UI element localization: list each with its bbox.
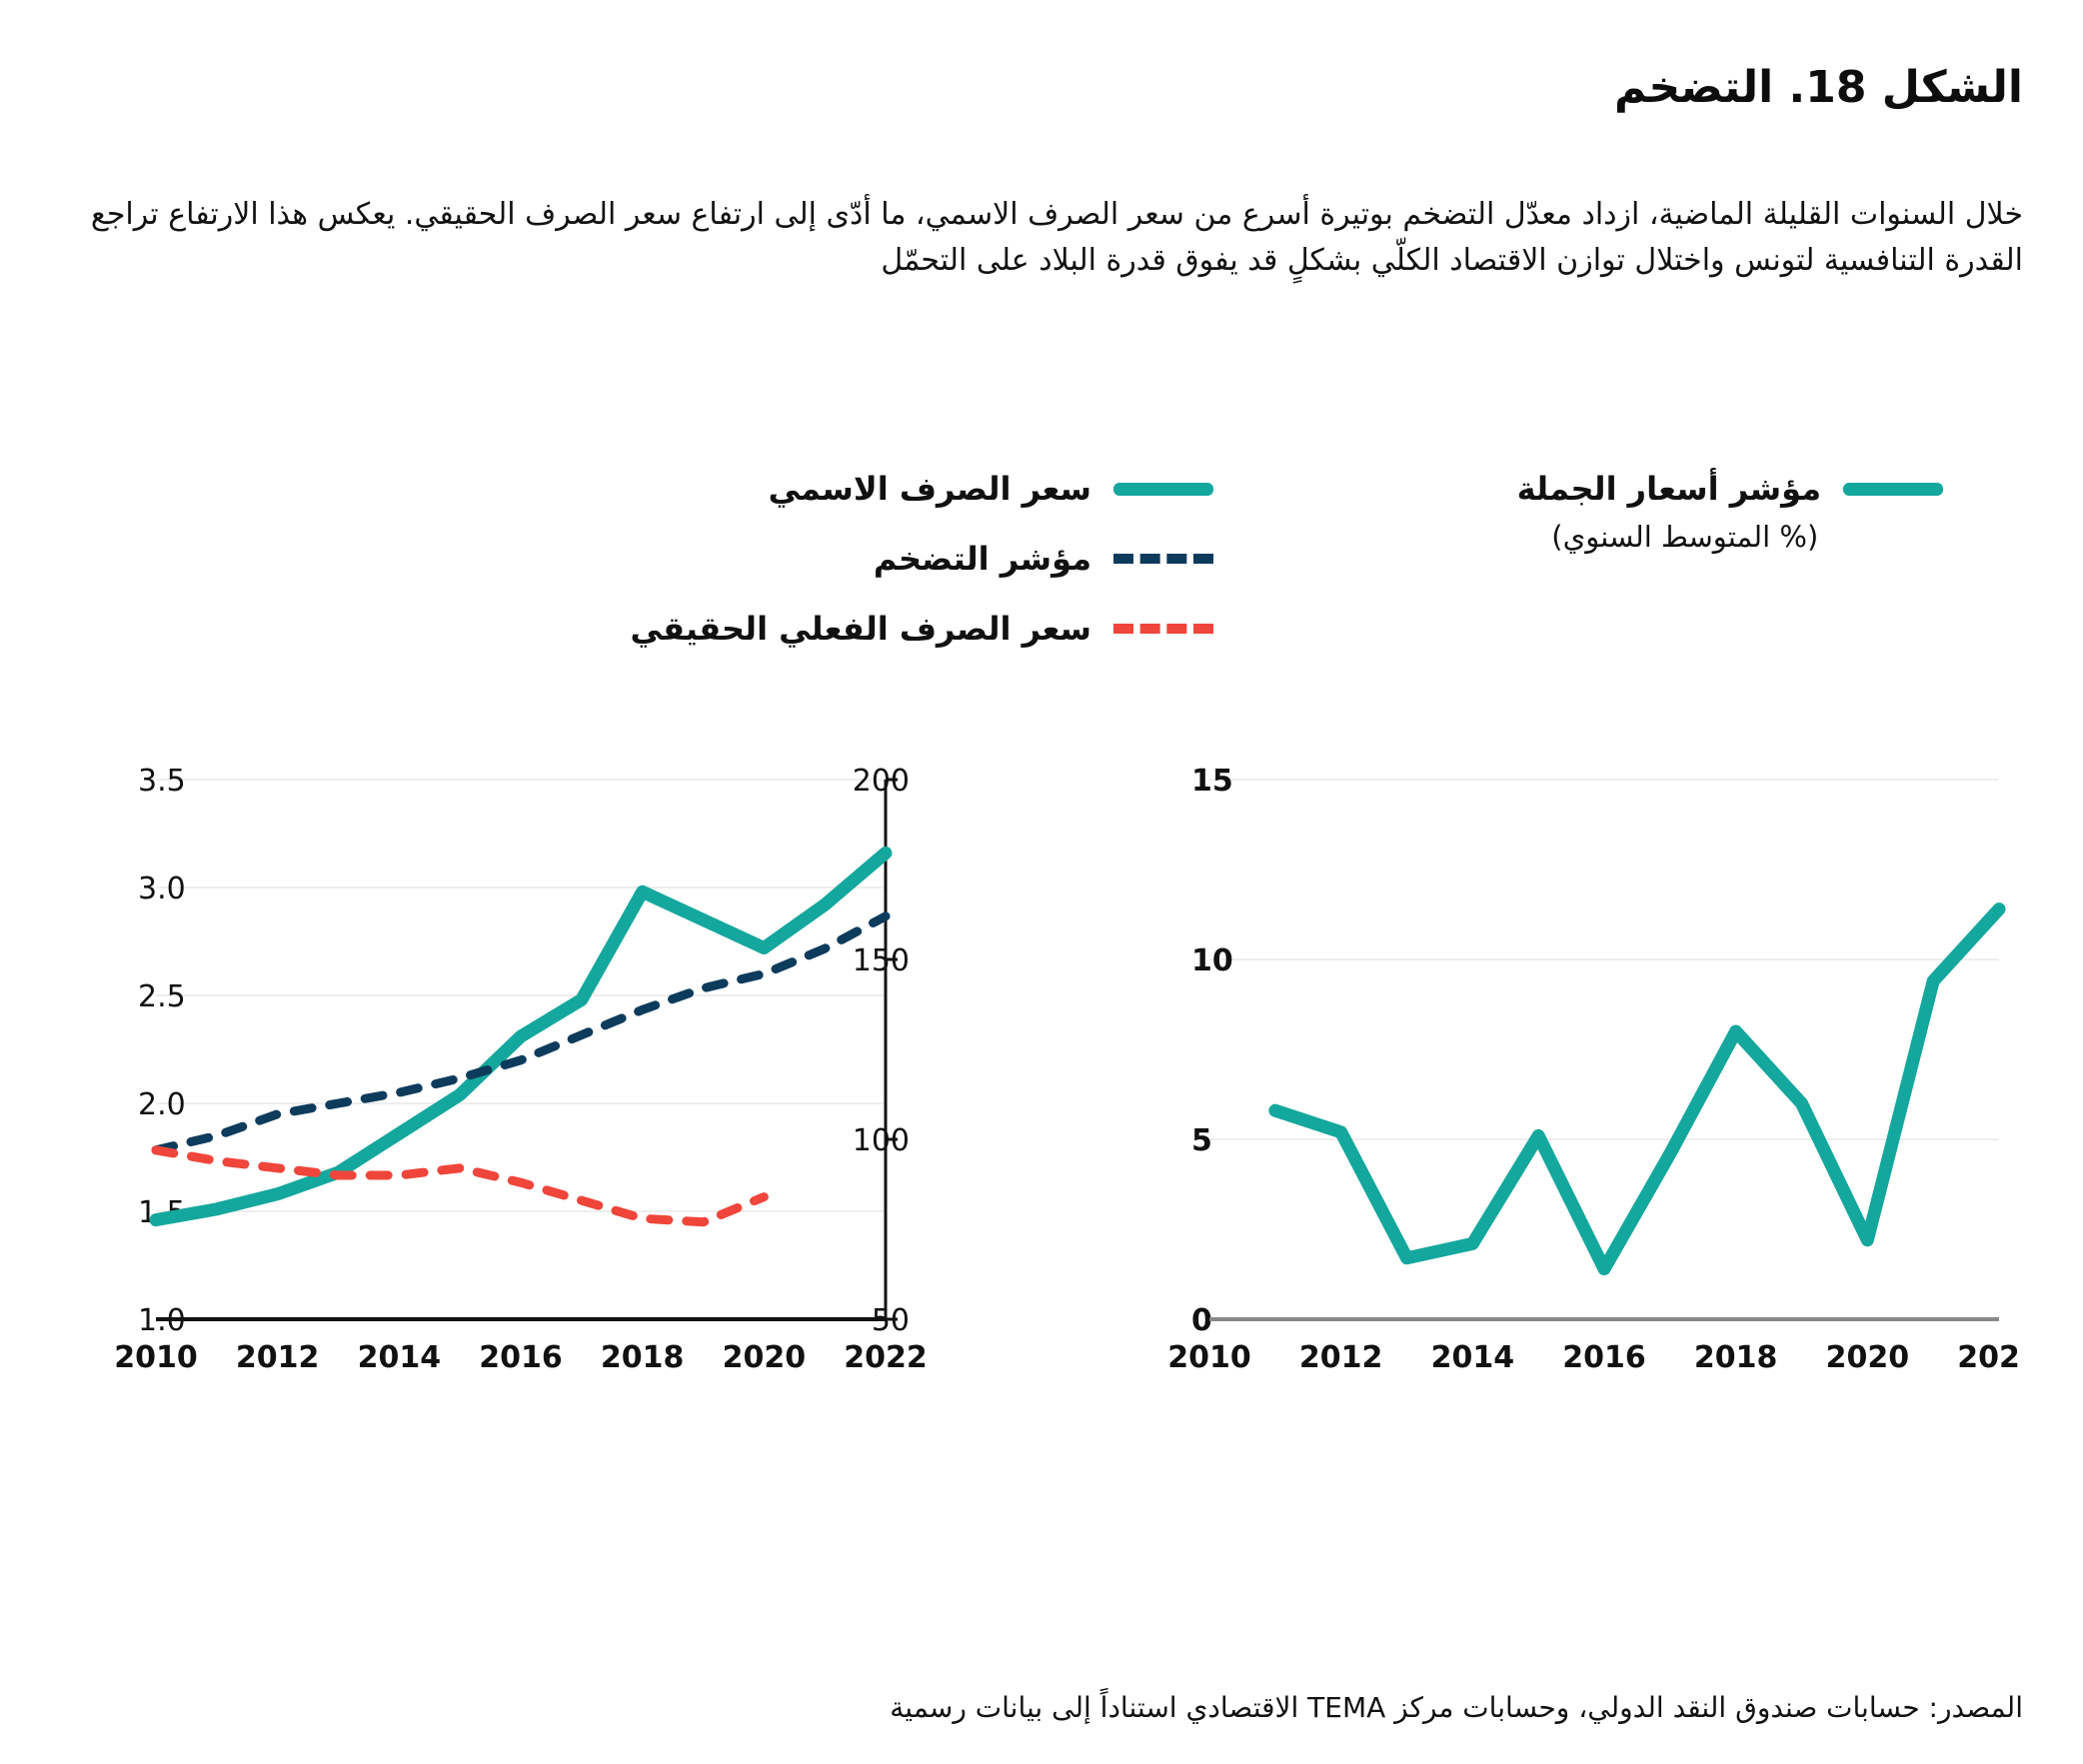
figure-description: خلال السنوات القليلة الماضية، ازداد معدّ… xyxy=(90,197,2023,278)
legend-item-wholesale: مؤشر أسعار الجملة xyxy=(1517,470,1943,508)
series-line-1 xyxy=(151,911,891,1155)
secondary-y-axis-tick-label: 200 xyxy=(853,764,910,799)
x-axis-tick-label: 2012 xyxy=(1299,1340,1383,1375)
legend-wholesale: مؤشر أسعار الجملة (% المتوسط السنوي) xyxy=(1517,470,1943,554)
y-axis-tick-label: 5 xyxy=(1191,1123,1212,1158)
x-axis-tick-label: 2020 xyxy=(723,1340,807,1375)
exchange-rate-chart: 1.0 1.5 2.0 2.5 3.0 3.5 50 100 150 200 2010 2012 201… xyxy=(60,760,1059,1399)
legend-item-inflation-index: مؤشر التضخم xyxy=(630,540,1213,578)
wholesale-price-index-chart: 0 5 10 15 2010 2012 2014 2016 2018 2020 2022 xyxy=(1119,760,2019,1399)
y-axis-tick-label: 15 xyxy=(1191,764,1233,799)
figure-title: الشكل 18. التضخم xyxy=(1614,62,2023,113)
series-line-0 xyxy=(1268,902,2006,1276)
legend-dashed-red-line-icon xyxy=(1113,624,1213,634)
secondary-y-axis-tick-label: 150 xyxy=(853,943,910,978)
x-axis-tick-label: 2012 xyxy=(236,1340,320,1375)
x-axis-tick-label: 2010 xyxy=(1167,1340,1251,1375)
y-axis-tick-label: 10 xyxy=(1191,943,1233,978)
legend-dashed-navy-line-icon xyxy=(1113,554,1213,564)
legend-item-real-effective-exchange-rate: سعر الصرف الفعلي الحقيقي xyxy=(630,610,1213,648)
y-axis-tick-label: 0 xyxy=(1191,1303,1212,1338)
series-line-2 xyxy=(151,1145,769,1227)
legend-label-wholesale: مؤشر أسعار الجملة xyxy=(1516,470,1821,508)
x-axis-tick-label: 2016 xyxy=(479,1340,563,1375)
y-axis-tick-label: 2.5 xyxy=(138,979,186,1014)
legend-label-inflation-index: مؤشر التضخم xyxy=(873,540,1091,578)
x-axis-tick-label: 2018 xyxy=(601,1340,685,1375)
x-axis-tick-label: 2018 xyxy=(1694,1340,1778,1375)
x-axis-tick-label: 2010 xyxy=(114,1340,198,1375)
x-axis-tick-label: 2020 xyxy=(1826,1340,1910,1375)
legend-item-nominal-exchange-rate: سعر الصرف الاسمي xyxy=(630,470,1213,508)
y-axis-tick-label: 3.5 xyxy=(138,764,186,799)
legend-sublabel-wholesale: (% المتوسط السنوي) xyxy=(1551,520,1819,554)
secondary-y-axis-tick-label: 100 xyxy=(853,1123,910,1158)
legend-solid-teal-line-icon xyxy=(1843,482,1943,496)
legend-exchange: سعر الصرف الاسمي مؤشر التضخم سعر الصرف ا… xyxy=(630,470,1213,680)
legend-label-nominal-exchange-rate: سعر الصرف الاسمي xyxy=(768,470,1091,508)
legend-label-real-effective-exchange-rate: سعر الصرف الفعلي الحقيقي xyxy=(630,610,1091,648)
y-axis-tick-label: 2.0 xyxy=(138,1087,186,1122)
figure-source: المصدر: حسابات صندوق النقد الدولي، وحساب… xyxy=(890,1691,2023,1724)
y-axis-tick-label: 3.0 xyxy=(138,872,186,906)
wholesale-price-index-chart-svg: 0 5 10 15 2010 2012 2014 2016 2018 2020 2022 xyxy=(1167,764,2019,1375)
x-axis-tick-label: 2016 xyxy=(1562,1340,1646,1375)
x-axis-tick-label: 2022 xyxy=(844,1340,928,1375)
legend-solid-teal-line-icon xyxy=(1113,482,1213,496)
x-axis-tick-label: 2014 xyxy=(358,1340,442,1375)
x-axis-tick-label: 2014 xyxy=(1431,1340,1515,1375)
series-line-0 xyxy=(149,846,893,1227)
x-axis-tick-label: 2022 xyxy=(1957,1340,2019,1375)
